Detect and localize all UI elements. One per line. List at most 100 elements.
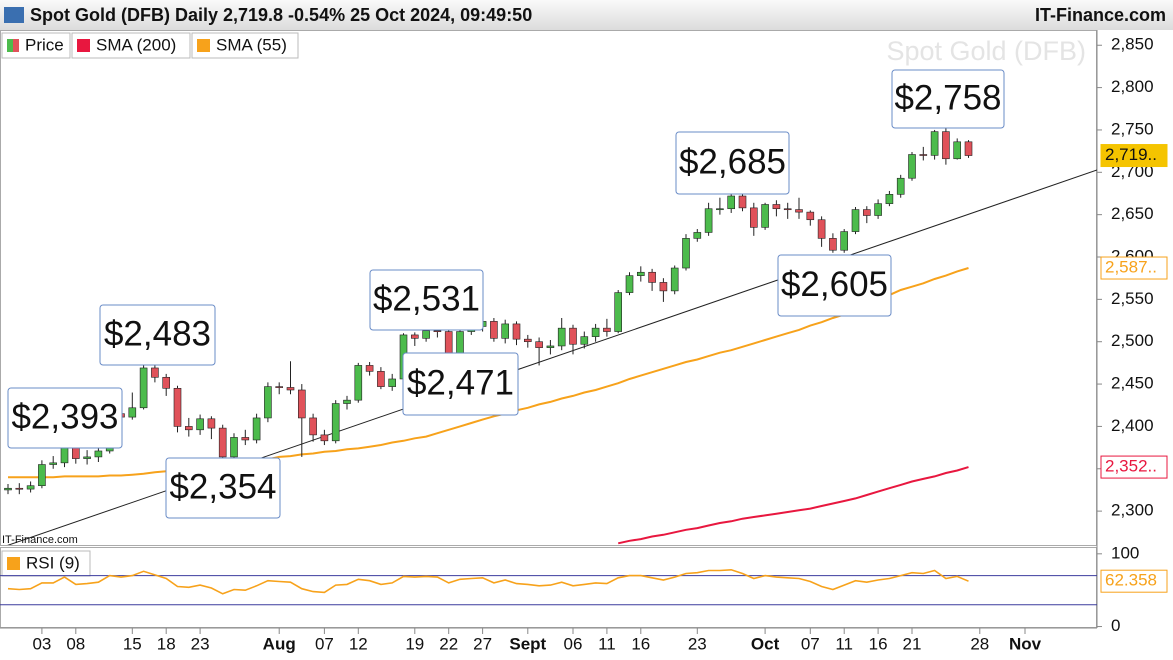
annotation-box xyxy=(777,254,892,317)
candle-body xyxy=(151,367,159,378)
candle-body xyxy=(603,327,611,332)
candle-body xyxy=(546,345,555,348)
y-tick-label: 2,800 xyxy=(1111,77,1154,96)
legend-item-box xyxy=(191,32,299,59)
candle-body xyxy=(444,331,453,356)
x-tick-label: 08 xyxy=(66,634,85,653)
x-tick-label: 07 xyxy=(315,634,334,653)
y-tick-label: 2,300 xyxy=(1111,501,1154,520)
candle-body xyxy=(930,131,939,156)
annotation-label: $2,605 xyxy=(781,265,888,304)
candle-body xyxy=(953,141,962,160)
last-value-label: 62.358 xyxy=(1105,571,1157,590)
candle-body xyxy=(320,434,329,442)
header-icon xyxy=(4,7,24,23)
annotation-box xyxy=(402,352,519,416)
annotation-label: $2,531 xyxy=(373,279,480,318)
candle-body xyxy=(885,194,894,204)
candle-body xyxy=(162,376,170,389)
legend-swatch xyxy=(197,39,210,52)
candle-body xyxy=(569,327,577,345)
candle-body xyxy=(49,462,58,465)
candle-body xyxy=(738,195,747,209)
annotation-box xyxy=(369,269,484,331)
annotation-label: $2,354 xyxy=(169,467,276,506)
x-tick-label: 23 xyxy=(688,634,707,653)
legend: Price SMA (200) SMA (55) RSI (9) xyxy=(1,32,299,577)
annotation-label: $2,471 xyxy=(407,363,514,402)
candle-body xyxy=(286,387,295,391)
x-tick-label: Nov xyxy=(1009,634,1042,653)
candle-body xyxy=(388,378,397,387)
candle-body xyxy=(38,464,46,487)
candle-body xyxy=(422,330,430,339)
candle-body xyxy=(139,367,148,409)
candle-body xyxy=(377,371,385,387)
x-tick-label: 18 xyxy=(157,634,176,653)
y-tick-label: 100 xyxy=(1111,543,1139,562)
annotation-label: $2,685 xyxy=(679,142,786,181)
candle-body xyxy=(501,323,510,339)
annotation-box xyxy=(675,131,790,195)
last-value-box xyxy=(1100,144,1168,168)
candle-body xyxy=(343,399,351,404)
legend-label: SMA (200) xyxy=(96,35,176,54)
legend-label: SMA (55) xyxy=(216,35,287,54)
annotation-label: $2,393 xyxy=(11,397,118,436)
annotation-box xyxy=(7,387,123,449)
candle-body xyxy=(862,209,871,216)
candle-body xyxy=(716,208,724,211)
candle-body xyxy=(829,238,837,251)
annotation-label: $2,758 xyxy=(894,78,1001,117)
candle-body xyxy=(196,418,204,431)
candle-body xyxy=(557,327,566,347)
x-tick-label: 16 xyxy=(869,634,888,653)
source-label: IT-Finance.com xyxy=(2,534,78,546)
candle-body xyxy=(896,177,905,195)
candle-body xyxy=(648,271,656,283)
x-tick-label: 11 xyxy=(835,634,853,653)
candle-body xyxy=(749,207,758,228)
x-tick-label: 22 xyxy=(439,634,458,653)
x-tick-label: 03 xyxy=(32,634,51,653)
legend-swatch xyxy=(77,39,90,52)
x-tick-label: 28 xyxy=(970,634,989,653)
candle-body xyxy=(83,456,91,459)
header-site: IT-Finance.com xyxy=(1035,5,1166,25)
candle-body xyxy=(15,487,24,490)
candle-body xyxy=(942,131,950,160)
candle-body xyxy=(94,450,103,458)
candle-body xyxy=(309,417,317,436)
legend-swatch xyxy=(13,39,19,52)
annotation-box xyxy=(165,457,281,519)
candle-body xyxy=(354,365,363,401)
annotation-box xyxy=(891,69,1005,129)
legend-label: Price xyxy=(25,35,64,54)
legend-item-box xyxy=(71,32,191,59)
y-tick-label: 2,650 xyxy=(1111,204,1154,223)
legend-swatch xyxy=(7,557,20,570)
candle-body xyxy=(207,418,216,429)
candle-body xyxy=(241,437,250,441)
candle-body xyxy=(297,389,306,419)
series-line xyxy=(7,568,969,595)
candle-body xyxy=(817,219,826,239)
candle-body xyxy=(331,403,340,442)
candle-body xyxy=(682,238,690,269)
y-tick-label: 2,500 xyxy=(1111,331,1154,350)
candle-body xyxy=(727,195,736,210)
last-value-box xyxy=(1100,256,1168,280)
y-tick-label: 0 xyxy=(1111,616,1120,635)
candle-body xyxy=(704,208,713,233)
candle-body xyxy=(218,427,227,458)
x-tick-label: 06 xyxy=(564,634,583,653)
header-title: Spot Gold (DFB) Daily 2,719.8 -0.54% 25 … xyxy=(30,5,532,25)
candle-body xyxy=(264,386,272,419)
candle-body xyxy=(365,365,374,372)
y-tick-label: 2,450 xyxy=(1111,374,1154,393)
y-tick-label: 2,550 xyxy=(1111,289,1154,308)
candle-body xyxy=(670,267,679,292)
candle-body xyxy=(636,271,645,276)
candle-body xyxy=(614,292,623,332)
